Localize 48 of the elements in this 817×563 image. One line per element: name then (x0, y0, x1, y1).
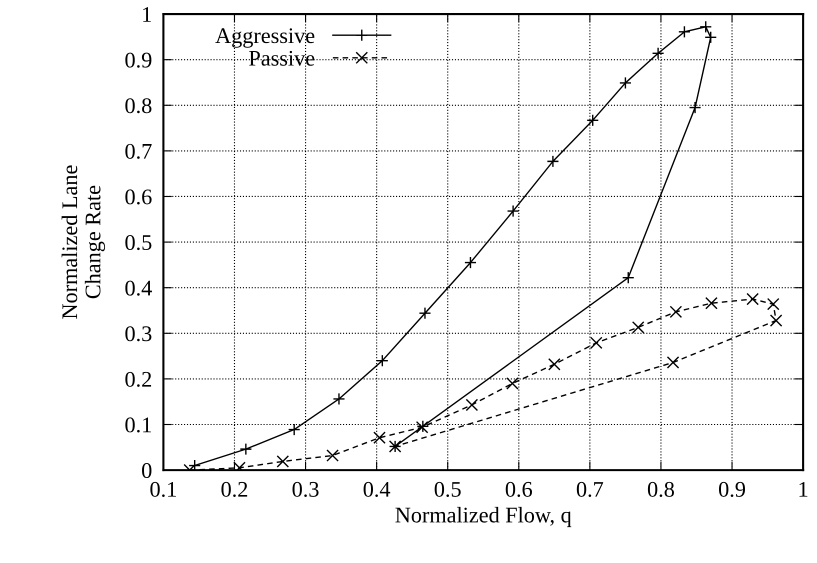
x-tick-label: 0.7 (576, 482, 604, 497)
point (770, 314, 782, 327)
y-tick-label: 0.4 (125, 280, 152, 296)
x-tick-label: 0.9 (718, 482, 746, 497)
point (548, 358, 561, 371)
x-axis-title: Normalized Flow, q (395, 506, 572, 528)
legend-label: Aggressive (215, 28, 314, 48)
y-axis-title: Normalized Lane Change Rate (62, 165, 106, 319)
x-tick-label: 0.2 (221, 482, 248, 497)
point (590, 336, 603, 350)
point (326, 449, 339, 462)
point (546, 155, 560, 168)
point (332, 392, 346, 406)
y-tick-label: 0.8 (125, 98, 152, 114)
x-tick-label: 0.4 (364, 482, 390, 497)
y-tick-label: 0.9 (125, 52, 152, 68)
point (688, 101, 702, 114)
point (506, 204, 520, 218)
y-tick-label: 0.5 (125, 235, 152, 250)
point (632, 321, 644, 334)
point (188, 459, 201, 470)
point (506, 377, 519, 390)
y-tick-label: 0.1 (125, 417, 151, 433)
legend-label: Passive (249, 50, 314, 66)
point (276, 455, 290, 468)
x-tick-label: 0.6 (506, 482, 532, 497)
point (767, 298, 780, 310)
point (418, 306, 432, 320)
point (464, 256, 477, 269)
point (466, 398, 478, 412)
x-tick-label: 0.5 (434, 482, 461, 497)
point (746, 292, 759, 306)
x-tick-label: 0.3 (292, 482, 319, 497)
x-tick-label: 1 (800, 482, 808, 497)
y-tick-label: 0.7 (125, 144, 152, 159)
point (705, 296, 718, 310)
point (619, 76, 632, 90)
y-tick-label: 1 (143, 7, 151, 22)
y-tick-label: 0.2 (125, 372, 152, 387)
point (240, 442, 252, 456)
point (373, 431, 386, 444)
x-tick-label: 0.8 (648, 482, 674, 497)
point (670, 306, 682, 318)
point (666, 356, 680, 369)
y-tick-label: 0.3 (125, 326, 152, 342)
y-tick-label: 0.6 (125, 189, 152, 205)
point (652, 47, 664, 60)
y-tick-label: 0 (142, 463, 152, 478)
